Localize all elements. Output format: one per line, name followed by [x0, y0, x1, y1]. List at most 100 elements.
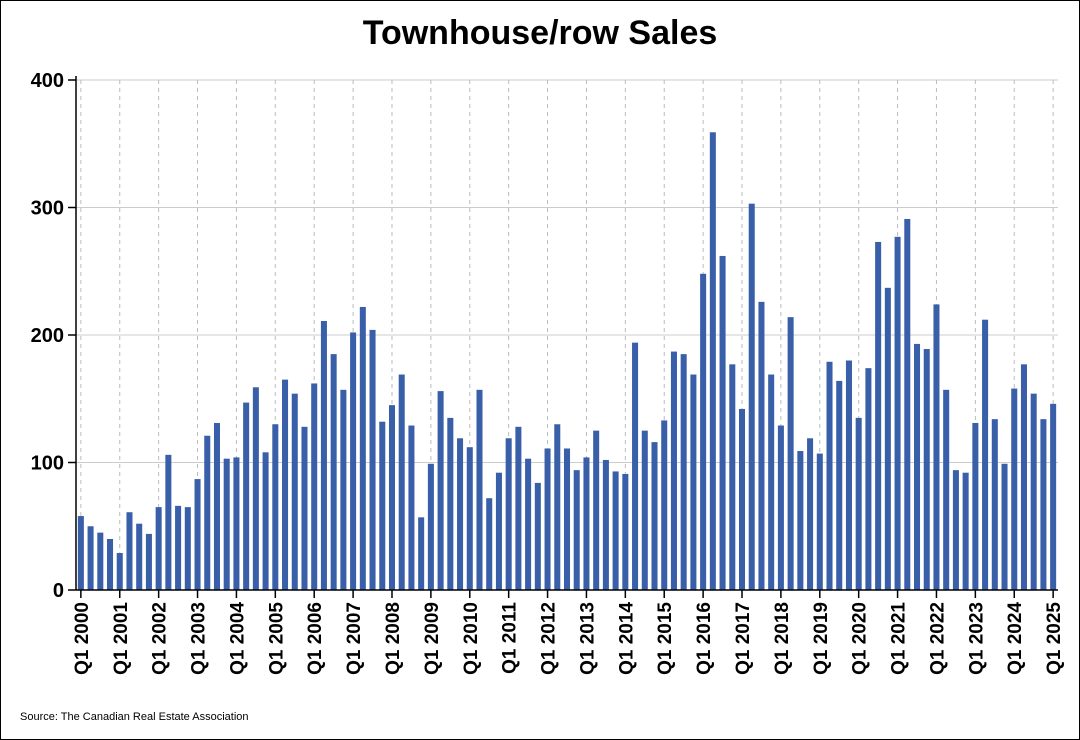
bar — [184, 507, 191, 590]
bar — [1020, 364, 1027, 590]
bar — [1011, 388, 1018, 590]
x-tick-label: Q1 2012 — [539, 602, 560, 675]
y-tick-label: 100 — [31, 453, 64, 475]
bar — [525, 458, 532, 590]
bar — [855, 417, 862, 590]
bar — [933, 304, 940, 590]
bar — [875, 241, 882, 591]
bar — [884, 287, 891, 590]
x-tick-label: Q1 2025 — [1044, 602, 1065, 675]
x-tick-label: Q1 2010 — [461, 602, 482, 675]
bar — [369, 329, 376, 590]
bar — [252, 387, 259, 590]
x-tick-label: Q1 2000 — [72, 602, 93, 675]
bar — [126, 512, 133, 590]
bar — [204, 435, 211, 590]
bar — [457, 438, 464, 590]
x-tick-label: Q1 2007 — [344, 602, 365, 675]
bar — [748, 203, 755, 591]
bar — [1030, 393, 1037, 590]
bar — [291, 393, 298, 590]
bar — [777, 425, 784, 590]
x-tick-label: Q1 2017 — [733, 602, 754, 675]
x-tick-label: Q1 2014 — [616, 602, 637, 675]
x-tick-label: Q1 2024 — [1005, 602, 1026, 675]
x-tick-label: Q1 2023 — [966, 602, 987, 675]
bar — [982, 319, 989, 590]
bar — [447, 417, 454, 590]
bar — [1001, 463, 1008, 590]
bar — [418, 517, 425, 590]
bar — [943, 389, 950, 590]
bar — [262, 452, 269, 590]
x-tick-label: Q1 2021 — [889, 602, 910, 675]
x-tick-label: Q1 2016 — [694, 602, 715, 675]
bar — [680, 354, 687, 590]
bar — [408, 425, 415, 590]
bar — [116, 553, 123, 590]
bar — [622, 473, 629, 590]
x-tick-label: Q1 2004 — [227, 602, 248, 675]
y-tick-label: 300 — [31, 198, 64, 220]
bar — [155, 507, 162, 590]
bar — [602, 459, 609, 590]
bar — [97, 532, 104, 590]
bar — [145, 533, 152, 590]
bar — [865, 368, 872, 590]
bar — [544, 448, 551, 590]
bar — [165, 454, 172, 590]
x-tick-label: Q1 2005 — [266, 602, 287, 675]
bar — [593, 430, 600, 590]
tick-labels: 0 100 200 300 400 Q1 2000 Q1 2001 Q1 2002 Q1 200… — [31, 70, 1066, 675]
bar — [350, 332, 357, 590]
bar — [894, 236, 901, 590]
bar — [515, 426, 522, 590]
x-tick-label: Q1 2008 — [383, 602, 404, 675]
x-tick-label: Q1 2011 — [500, 602, 521, 674]
bar — [972, 422, 979, 590]
bar — [807, 438, 814, 590]
bar — [661, 420, 668, 590]
bar — [962, 472, 969, 590]
x-tick-label: Q1 2006 — [305, 602, 326, 675]
bar — [690, 374, 697, 590]
bar — [709, 132, 716, 590]
bar — [223, 458, 230, 590]
bar — [700, 273, 707, 590]
x-tick-label: Q1 2013 — [577, 602, 598, 675]
bar — [768, 374, 775, 590]
bar — [330, 354, 337, 590]
bar — [388, 405, 396, 590]
bar — [612, 471, 619, 590]
bar — [729, 364, 736, 590]
bar — [583, 457, 590, 590]
bar — [534, 482, 541, 590]
bar — [991, 419, 998, 590]
bar — [340, 389, 347, 590]
bar — [554, 424, 561, 590]
bar — [923, 349, 930, 590]
bar — [282, 379, 289, 590]
bar — [758, 301, 765, 590]
bar — [107, 539, 114, 590]
x-tick-label: Q1 2001 — [111, 602, 132, 675]
chart-title: Townhouse/row Sales — [362, 14, 718, 52]
bar — [194, 479, 201, 590]
x-tick-label: Q1 2002 — [150, 602, 171, 675]
bar — [641, 430, 648, 590]
axes — [68, 76, 1058, 598]
y-tick-label: 200 — [31, 325, 64, 347]
y-tick-label: 0 — [53, 580, 64, 602]
bar — [632, 342, 639, 590]
bar — [787, 317, 794, 590]
bar — [437, 391, 444, 590]
x-tick-label: Q1 2009 — [422, 602, 443, 675]
bar — [359, 306, 366, 590]
bars — [77, 132, 1057, 591]
bar — [505, 438, 512, 590]
bar — [379, 421, 386, 590]
bar — [320, 320, 327, 590]
x-tick-label: Q1 2003 — [189, 602, 210, 675]
bar — [563, 448, 571, 590]
bar — [1050, 403, 1057, 590]
